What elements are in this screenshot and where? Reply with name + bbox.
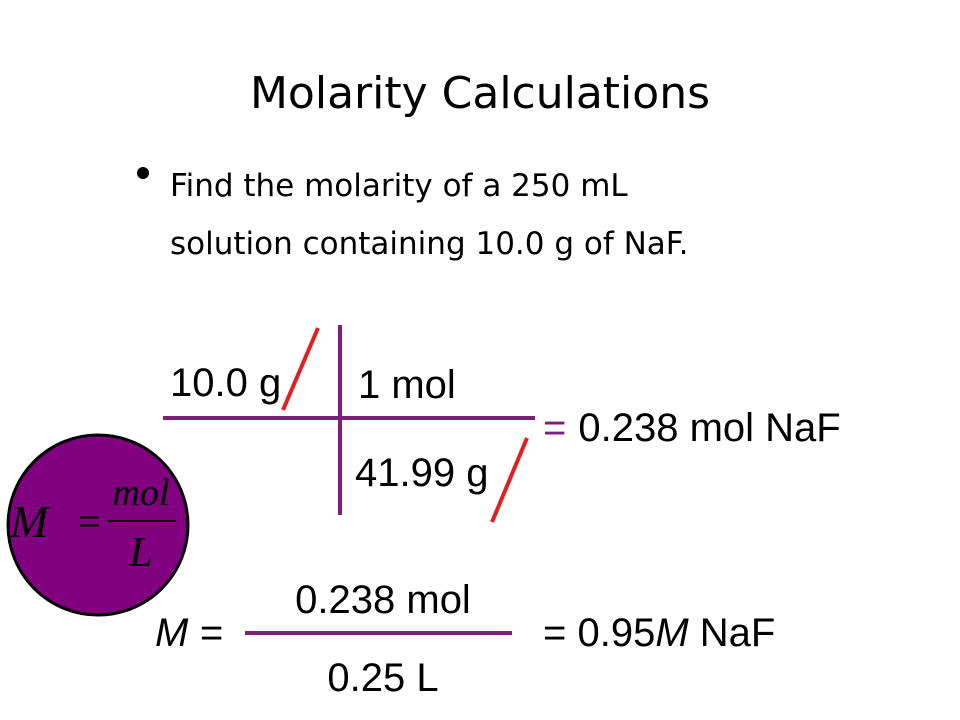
equals: = bbox=[543, 406, 566, 450]
title: Molarity Calculations bbox=[250, 68, 710, 119]
cancel-mark bbox=[490, 437, 529, 523]
bullet-dot bbox=[137, 167, 149, 179]
calc-numerator: 0.238 mol bbox=[295, 578, 471, 622]
calc-result: = 0.95M NaF bbox=[543, 611, 775, 655]
factor-text: 1 mol bbox=[358, 363, 456, 407]
result: 0.238 mol NaF bbox=[578, 406, 840, 450]
calc-lhs: M = bbox=[155, 611, 223, 655]
formula-equals: = bbox=[78, 499, 101, 544]
result-prefix: = 0.95 bbox=[543, 611, 655, 655]
factor-text: 41.99 g bbox=[355, 451, 488, 495]
result-suffix: NaF bbox=[689, 611, 776, 655]
calc-denominator: 0.25 L bbox=[327, 656, 438, 700]
cancel-mark bbox=[281, 327, 320, 411]
factor-text: 10.0 g bbox=[170, 361, 281, 405]
result-unit: M bbox=[655, 611, 689, 655]
formula-numerator: mol bbox=[113, 472, 170, 514]
formula-denominator: L bbox=[128, 530, 152, 576]
bullet-line: solution containing 10.0 g of NaF. bbox=[170, 226, 689, 262]
factor-result: = 0.238 mol NaF bbox=[543, 406, 841, 450]
formula-symbol: M bbox=[9, 496, 51, 547]
bullet-line: Find the molarity of a 250 mL bbox=[170, 168, 628, 204]
formula-circle bbox=[6, 433, 190, 617]
